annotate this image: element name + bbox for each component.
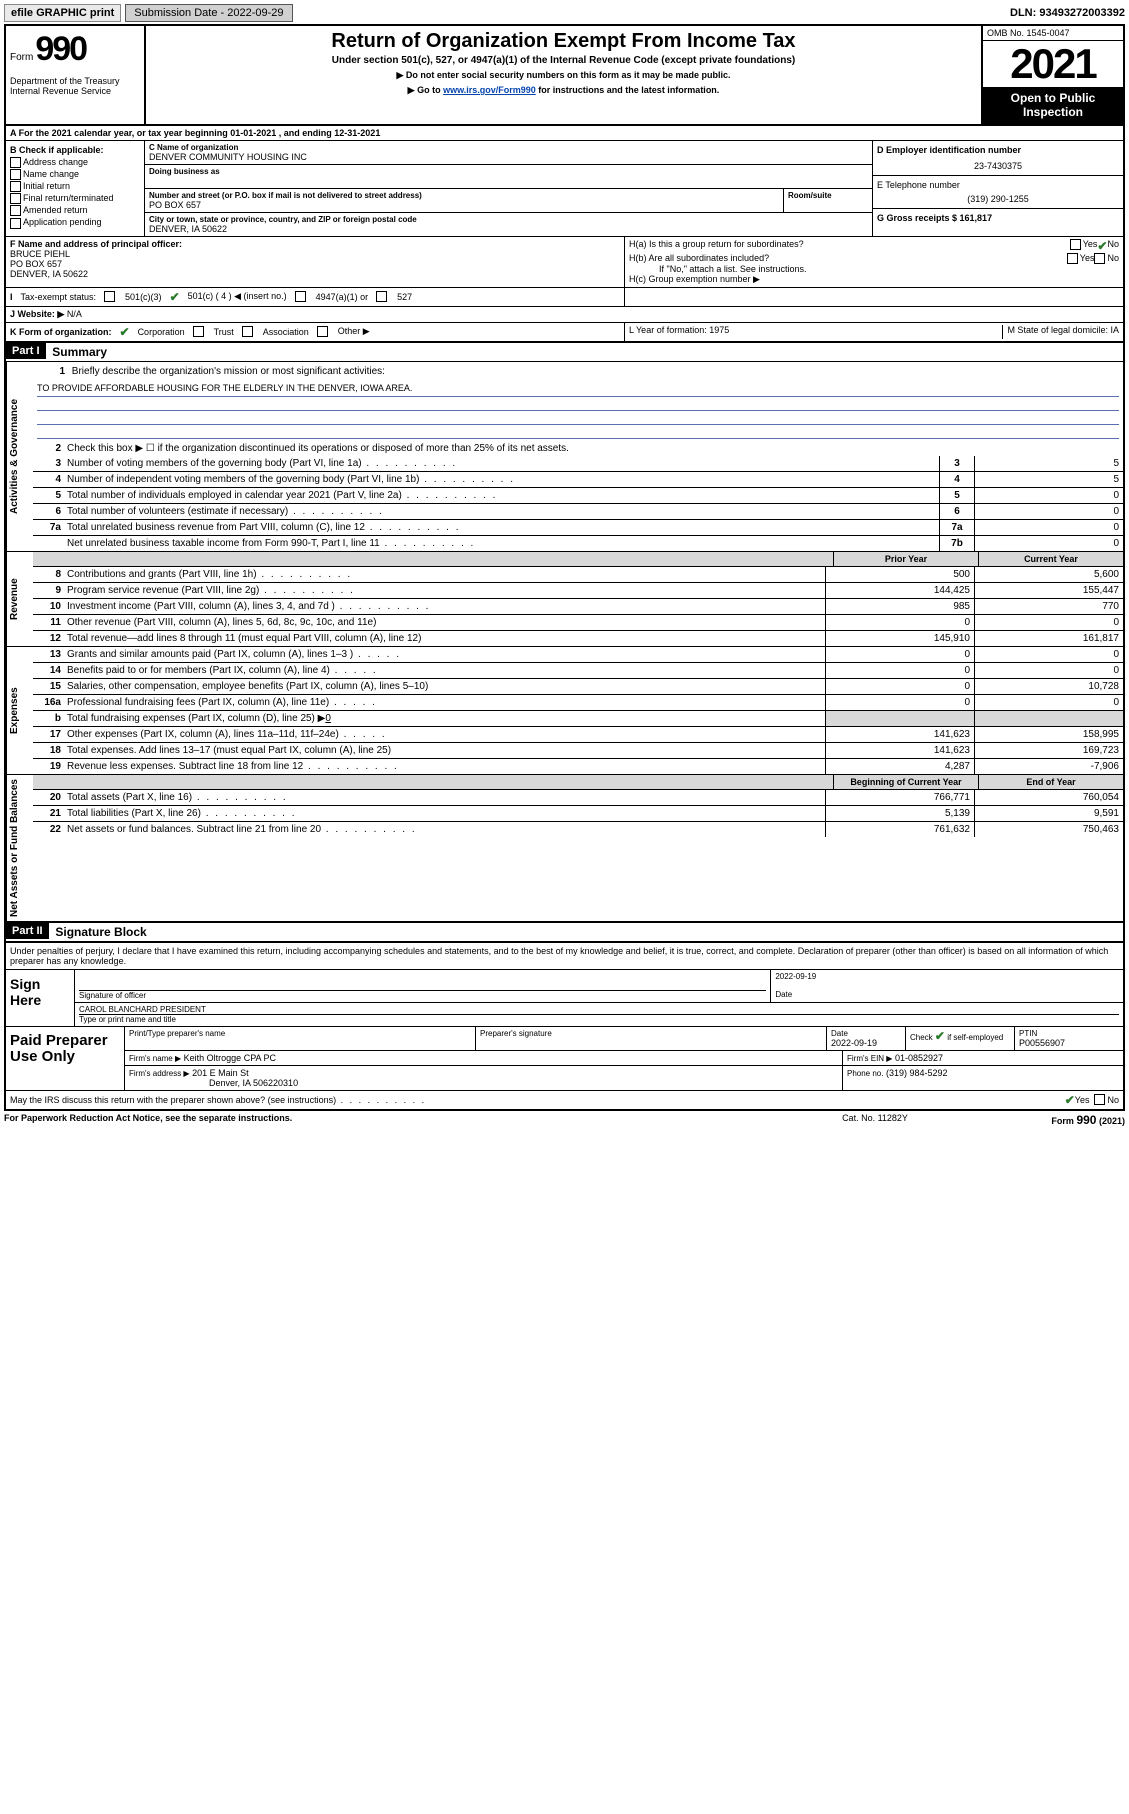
sig-date: 2022-09-19 xyxy=(775,972,1119,990)
val-3: 5 xyxy=(974,456,1123,471)
form-container: Form 990 Department of the Treasury Inte… xyxy=(4,24,1125,1111)
open-public: Open to Public Inspection xyxy=(983,87,1123,124)
chk-other[interactable] xyxy=(317,326,328,337)
org-name-cell: C Name of organization DENVER COMMUNITY … xyxy=(145,141,872,165)
city-state-zip: DENVER, IA 50622 xyxy=(149,224,868,234)
vert-revenue: Revenue xyxy=(6,552,33,646)
col-c: C Name of organization DENVER COMMUNITY … xyxy=(145,141,872,236)
officer-name: BRUCE PIEHL xyxy=(10,249,620,259)
val-6: 0 xyxy=(974,504,1123,519)
discuss-row: May the IRS discuss this return with the… xyxy=(6,1090,1123,1109)
tax-year: 2021 xyxy=(983,41,1123,87)
city-cell: City or town, state or province, country… xyxy=(145,213,872,236)
submission-date-button[interactable]: Submission Date - 2022-09-29 xyxy=(125,4,292,22)
instr-2: ▶ Go to www.irs.gov/Form990 for instruct… xyxy=(154,85,973,96)
officer-name-title: CAROL BLANCHARD PRESIDENT xyxy=(79,1005,1119,1015)
chk-name[interactable] xyxy=(10,169,21,180)
firm-name: Keith Oltrogge CPA PC xyxy=(184,1053,276,1063)
checkmark-icon: ✔ xyxy=(120,325,130,339)
val-7b: 0 xyxy=(974,536,1123,551)
firm-ein: 01-0852927 xyxy=(895,1053,943,1063)
checkmark-icon: ✔ xyxy=(1065,1093,1075,1107)
dept-label: Department of the Treasury Internal Reve… xyxy=(10,77,140,97)
ha-yes[interactable] xyxy=(1070,239,1081,250)
gross-receipts: G Gross receipts $ 161,817 xyxy=(877,213,1119,223)
chk-final[interactable] xyxy=(10,193,21,204)
chk-527[interactable] xyxy=(376,291,387,302)
checkmark-icon: ✔ xyxy=(935,1029,945,1043)
form-header: Form 990 Department of the Treasury Inte… xyxy=(6,26,1123,126)
year-formation: L Year of formation: 1975 xyxy=(629,325,1003,339)
part-2-header: Part II Signature Block xyxy=(6,921,1123,941)
val-7a: 0 xyxy=(974,520,1123,535)
chk-assoc[interactable] xyxy=(242,326,253,337)
form-number: 990 xyxy=(35,30,86,69)
chk-501c3[interactable] xyxy=(104,291,115,302)
efile-label: efile GRAPHIC print xyxy=(4,4,121,22)
hb-yes[interactable] xyxy=(1067,253,1078,264)
website-value: N/A xyxy=(67,309,82,319)
discuss-no[interactable] xyxy=(1094,1094,1105,1105)
col-b-header: B Check if applicable: xyxy=(10,145,140,155)
chk-address[interactable] xyxy=(10,157,21,168)
header-right: OMB No. 1545-0047 2021 Open to Public In… xyxy=(981,26,1123,124)
chk-amended[interactable] xyxy=(10,205,21,216)
bottom-note: For Paperwork Reduction Act Notice, see … xyxy=(4,1111,1125,1129)
top-bar: efile GRAPHIC print Submission Date - 20… xyxy=(4,4,1125,22)
org-name: DENVER COMMUNITY HOUSING INC xyxy=(149,152,868,162)
val-5: 0 xyxy=(974,488,1123,503)
ptin: P00556907 xyxy=(1019,1038,1119,1048)
street-addr: PO BOX 657 xyxy=(149,200,779,210)
dba-cell: Doing business as xyxy=(145,165,872,189)
hb-no[interactable] xyxy=(1094,253,1105,264)
phone: (319) 290-1255 xyxy=(877,194,1119,204)
val-4: 5 xyxy=(974,472,1123,487)
paid-preparer: Paid Preparer Use Only Print/Type prepar… xyxy=(6,1026,1123,1090)
omb-number: OMB No. 1545-0047 xyxy=(983,26,1123,41)
irs-link[interactable]: www.irs.gov/Form990 xyxy=(443,85,536,95)
col-b: B Check if applicable: Address change Na… xyxy=(6,141,145,236)
form-word: Form xyxy=(10,52,33,63)
state-domicile: M State of legal domicile: IA xyxy=(1003,325,1119,339)
cat-no: Cat. No. 11282Y xyxy=(775,1113,975,1127)
header-center: Return of Organization Exempt From Incom… xyxy=(146,26,981,124)
main-title: Return of Organization Exempt From Incom… xyxy=(154,30,973,53)
entity-section: B Check if applicable: Address change Na… xyxy=(6,141,1123,236)
subtitle: Under section 501(c), 527, or 4947(a)(1)… xyxy=(154,55,973,66)
col-d: D Employer identification number 23-7430… xyxy=(872,141,1123,236)
instr-1: ▶ Do not enter social security numbers o… xyxy=(154,70,973,81)
checkmark-icon: ✔ xyxy=(170,290,180,304)
vert-governance: Activities & Governance xyxy=(6,362,33,551)
chk-pending[interactable] xyxy=(10,218,21,229)
checkmark-icon: ✔ xyxy=(1097,239,1107,253)
chk-trust[interactable] xyxy=(193,326,204,337)
prep-phone: (319) 984-5292 xyxy=(886,1068,948,1078)
dln-label: DLN: 93493272003392 xyxy=(1010,7,1125,19)
line-a: A For the 2021 calendar year, or tax yea… xyxy=(6,126,1123,141)
mission-text: TO PROVIDE AFFORDABLE HOUSING FOR THE EL… xyxy=(37,383,1119,397)
part-1-header: Part I Summary xyxy=(6,341,1123,361)
f-h-row: F Name and address of principal officer:… xyxy=(6,236,1123,287)
chk-initial[interactable] xyxy=(10,181,21,192)
vert-netassets: Net Assets or Fund Balances xyxy=(6,775,33,921)
vert-expenses: Expenses xyxy=(6,647,33,774)
penalties-text: Under penalties of perjury, I declare th… xyxy=(6,941,1123,969)
chk-4947[interactable] xyxy=(295,291,306,302)
sign-here-row: Sign Here Signature of officer 2022-09-1… xyxy=(6,969,1123,1026)
header-left: Form 990 Department of the Treasury Inte… xyxy=(6,26,146,124)
ein: 23-7430375 xyxy=(877,161,1119,171)
